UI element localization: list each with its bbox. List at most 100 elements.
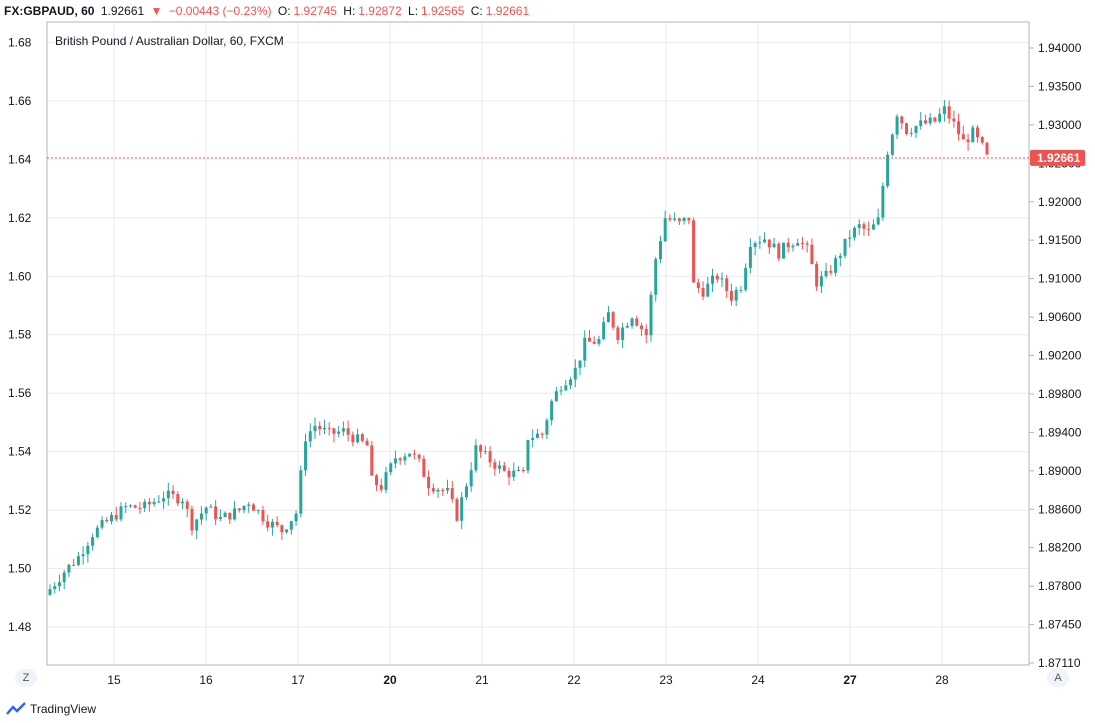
candle-body: [569, 379, 573, 386]
candle-body: [185, 501, 189, 509]
candle-body: [947, 106, 951, 119]
right-tick-label: 1.89800: [1038, 387, 1082, 401]
candle-body: [450, 488, 454, 500]
candle-body: [521, 470, 525, 472]
candle-body: [337, 431, 341, 434]
candle-body: [791, 245, 795, 248]
candle-body: [275, 521, 279, 526]
candle-body: [199, 513, 203, 520]
candle-body: [209, 506, 213, 508]
symbol-label[interactable]: FX:GBPAUD, 60: [4, 4, 95, 18]
left-tick-label: 1.52: [8, 503, 32, 517]
price-chart[interactable]: British Pound / Australian Dollar, 60, F…: [0, 0, 1095, 696]
time-tick-label: 15: [107, 673, 121, 687]
candle-body: [493, 462, 497, 469]
low-value: 1.92565: [421, 4, 465, 18]
candle-body: [559, 390, 563, 392]
candle-body: [512, 470, 516, 478]
candle-body: [692, 220, 696, 283]
candle-body: [938, 113, 942, 122]
candle-body: [261, 510, 265, 522]
footer: TradingView: [0, 696, 1095, 723]
candle-body: [162, 498, 166, 502]
candle-body: [526, 440, 530, 471]
candle-body: [327, 427, 331, 429]
candle-body: [895, 116, 899, 135]
candle-body: [852, 227, 856, 238]
candle-body: [763, 239, 767, 243]
candle-body: [181, 501, 185, 504]
candle-body: [81, 554, 85, 557]
candle-body: [427, 476, 431, 489]
candle-body: [796, 243, 800, 246]
candle-body: [550, 401, 554, 421]
candle-body: [114, 514, 118, 520]
candle-body: [91, 537, 95, 546]
candle-body: [67, 564, 71, 573]
auto-scale-button[interactable]: A: [1047, 669, 1069, 687]
candle-body: [957, 121, 961, 135]
time-axis[interactable]: 15 16 17 20 21 22 23 24 27 28: [107, 673, 949, 687]
candle-body: [748, 247, 752, 268]
candle-body: [848, 237, 852, 239]
right-tick-label: 1.89000: [1038, 464, 1082, 478]
time-tick-label: 27: [843, 673, 857, 687]
time-tick-label: 16: [199, 673, 213, 687]
candle-body: [621, 327, 625, 340]
right-tick-label: 1.90600: [1038, 310, 1082, 324]
candle-body: [53, 586, 57, 590]
last-price: 1.92661: [100, 4, 145, 18]
candle-body: [332, 428, 336, 434]
candle-body: [649, 294, 653, 336]
candle-body: [578, 360, 582, 368]
candle-body: [166, 490, 170, 499]
candle-body: [734, 289, 738, 301]
right-tick-label: 1.91500: [1038, 233, 1082, 247]
candle-body: [923, 120, 927, 124]
candle-body: [881, 186, 885, 218]
candle-body: [767, 239, 771, 248]
left-tick-label: 1.58: [8, 328, 32, 342]
candle-body: [341, 428, 345, 432]
candle-body: [308, 431, 312, 442]
tradingview-logo[interactable]: TradingView: [6, 702, 96, 716]
right-tick-label: 1.88200: [1038, 541, 1082, 555]
candle-body: [190, 508, 194, 531]
left-tick-label: 1.50: [8, 562, 32, 576]
candle-body: [564, 385, 568, 391]
candle-body: [682, 217, 686, 222]
candle-body: [630, 318, 634, 326]
candle-body: [876, 217, 880, 225]
candle-body: [744, 267, 748, 290]
candle-body: [460, 497, 464, 521]
left-price-axis[interactable]: 1.68 1.66 1.64 1.62 1.60 1.58 1.56 1.54 1.52 1.50…: [8, 35, 32, 634]
candle-body: [914, 126, 918, 133]
candle-body: [223, 512, 227, 517]
candle-body: [640, 325, 644, 329]
candle-body: [919, 120, 923, 127]
candle-body: [384, 472, 388, 490]
right-price-axis[interactable]: 1.940001.935001.930001.925001.920001.915…: [1029, 41, 1082, 670]
candle-body: [838, 255, 842, 259]
close-value: 1.92661: [485, 4, 530, 18]
candle-body: [455, 499, 459, 521]
candle-body: [62, 572, 66, 583]
left-tick-label: 1.62: [8, 211, 32, 225]
candle-body: [100, 520, 104, 528]
candle-body: [677, 218, 681, 222]
candle-body: [966, 139, 970, 143]
candle-body: [375, 475, 379, 486]
time-tick-label: 17: [291, 673, 305, 687]
zoom-reset-button[interactable]: Z: [15, 669, 37, 687]
candle-body: [531, 437, 535, 441]
candle-body: [711, 275, 715, 284]
candle-body: [76, 556, 80, 565]
candle-body: [900, 116, 904, 124]
candle-body: [772, 243, 776, 248]
left-tick-label: 1.48: [8, 620, 32, 634]
candle-body: [507, 470, 511, 478]
candle-body: [157, 501, 161, 503]
candle-body: [616, 327, 620, 340]
candle-body: [976, 127, 980, 138]
tradingview-logo-icon: [6, 702, 26, 716]
